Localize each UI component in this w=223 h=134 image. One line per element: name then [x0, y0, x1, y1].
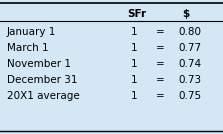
Text: 1: 1: [130, 75, 137, 85]
Text: March 1: March 1: [7, 43, 48, 53]
Text: 1: 1: [130, 27, 137, 37]
Text: =: =: [156, 59, 165, 69]
Text: December 31: December 31: [7, 75, 77, 85]
Text: 0.80: 0.80: [178, 27, 201, 37]
Text: =: =: [156, 43, 165, 53]
Text: 0.74: 0.74: [178, 59, 201, 69]
Text: 0.75: 0.75: [178, 92, 201, 101]
Text: 0.73: 0.73: [178, 75, 201, 85]
Text: SFr: SFr: [128, 9, 147, 19]
Text: =: =: [156, 92, 165, 101]
Text: $: $: [183, 9, 190, 19]
Text: 1: 1: [130, 59, 137, 69]
Text: January 1: January 1: [7, 27, 56, 37]
Text: 1: 1: [130, 92, 137, 101]
Text: 0.77: 0.77: [178, 43, 201, 53]
Text: =: =: [156, 75, 165, 85]
Text: =: =: [156, 27, 165, 37]
Text: November 1: November 1: [7, 59, 71, 69]
Text: 1: 1: [130, 43, 137, 53]
Text: 20X1 average: 20X1 average: [7, 92, 79, 101]
